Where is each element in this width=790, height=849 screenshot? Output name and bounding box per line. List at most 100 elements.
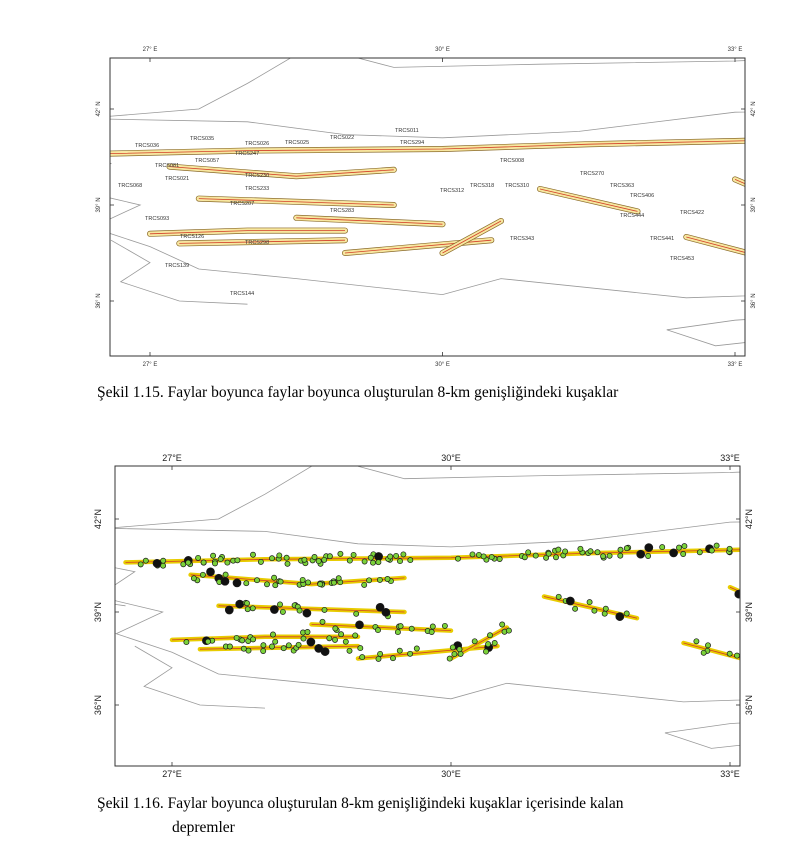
fault-label: TRCS139 [165, 263, 189, 269]
earthquake [319, 618, 326, 625]
earthquake [224, 559, 231, 566]
earthquake [212, 560, 218, 567]
map-frame [109, 57, 746, 357]
earthquake [200, 559, 207, 566]
earthquake [525, 549, 532, 556]
earthquake [260, 642, 267, 649]
earthquake [428, 629, 435, 635]
earthquake [224, 605, 234, 615]
map-fault-zones: TRCS036 TRCS035 TRCS026 TRCS025 TRCS022 TRCS0… [0, 58, 745, 356]
fault-line [179, 239, 346, 244]
earthquake [469, 551, 476, 558]
earthquake [353, 610, 360, 617]
fault-label: TRCS363 [610, 183, 634, 189]
fault-label: TRCS230 [245, 173, 269, 179]
earthquake [397, 558, 403, 565]
fault-label: TRCS406 [630, 193, 654, 199]
earthquake [299, 576, 306, 583]
earthquake [487, 632, 493, 639]
earthquake [586, 599, 593, 606]
fault-line [296, 217, 443, 225]
earthquake [280, 645, 287, 652]
earthquake [669, 548, 678, 558]
earthquake [270, 605, 279, 614]
fault-label: TRCS283 [330, 208, 354, 214]
border [357, 466, 740, 480]
lat-tick-label: 39°N [744, 602, 754, 622]
earthquake [441, 622, 448, 629]
earthquake [601, 610, 608, 617]
earthquake [456, 646, 463, 653]
earthquake [359, 654, 366, 661]
earthquake [565, 596, 575, 606]
fault-label: TRCS144 [230, 291, 254, 297]
lat-tick-label: 36°N [93, 695, 103, 715]
coastline [115, 521, 740, 703]
earthquake [335, 575, 342, 582]
earthquake [210, 552, 217, 559]
fault-label: TRCS343 [510, 236, 534, 242]
map-earthquakes [115, 466, 773, 766]
earthquake [326, 553, 333, 560]
fault-line [218, 605, 405, 613]
earthquake [338, 631, 345, 638]
earthquake [355, 620, 364, 630]
earthquake [496, 556, 503, 562]
earthquake [250, 551, 256, 558]
earthquake [226, 643, 233, 650]
earthquake [375, 602, 385, 612]
earthquake [277, 601, 283, 608]
earthquake [311, 554, 318, 560]
fault-line [198, 198, 394, 206]
earthquake [361, 581, 368, 588]
earthquake [617, 546, 624, 553]
earthquake [681, 543, 688, 550]
earthquake [471, 638, 478, 645]
earthquake [623, 610, 630, 617]
fault-line [169, 166, 394, 177]
earthquake [390, 655, 396, 662]
earthquake [160, 557, 167, 564]
fault-label: TRCS312 [440, 188, 464, 194]
earthquake [555, 546, 562, 553]
earthquake [254, 577, 260, 584]
earthquake [713, 542, 720, 549]
earthquake [217, 556, 224, 563]
earthquake [591, 607, 598, 614]
earthquake [370, 559, 376, 566]
fault-label: TRCS294 [400, 140, 424, 146]
earthquake [337, 550, 344, 557]
earthquake [357, 645, 364, 652]
earthquake [376, 576, 383, 583]
earthquake [480, 553, 487, 560]
earthquake [499, 621, 506, 628]
earthquake [271, 574, 278, 581]
fault-line [110, 140, 745, 155]
fault-label: TRCS207 [230, 201, 254, 207]
fault-label: TRCS441 [650, 236, 674, 242]
border [664, 722, 740, 749]
earthquake [270, 631, 276, 638]
lon-tick-label: 27° E [143, 47, 158, 53]
lat-tick-label: 42°N [744, 509, 754, 529]
earthquake [746, 549, 751, 554]
earthquake [758, 657, 763, 662]
fault-line [686, 236, 745, 253]
fault-label: TRCS008 [500, 158, 524, 164]
earthquake [301, 556, 308, 563]
earthquake [296, 607, 303, 614]
earthquake [321, 556, 328, 563]
earthquake [768, 543, 773, 548]
earthquake [321, 606, 328, 613]
earthquake [243, 580, 250, 587]
earthquake [269, 643, 275, 650]
lon-tick-label: 30° E [435, 47, 450, 53]
fault-label: TRCS453 [670, 256, 694, 262]
fault-label: TRCS081 [155, 163, 179, 169]
earthquake [375, 655, 382, 662]
border [0, 119, 82, 132]
earthquake [205, 638, 211, 645]
earthquake [346, 557, 353, 564]
fault-label: TRCS036 [135, 143, 159, 149]
map-frame [114, 465, 741, 767]
